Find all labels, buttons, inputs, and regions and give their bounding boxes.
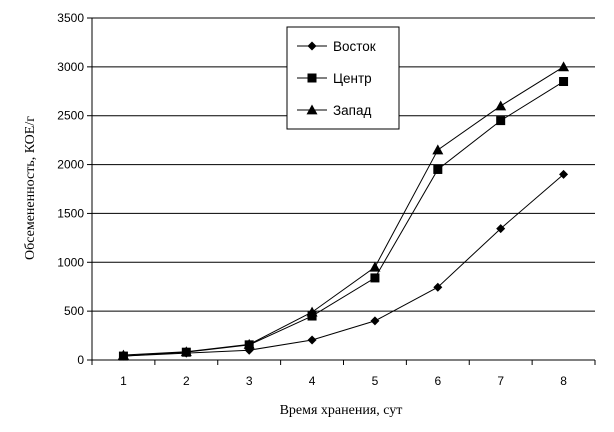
legend-label: Запад — [333, 103, 371, 118]
legend-entry: Восток — [297, 39, 376, 54]
series-line — [123, 66, 564, 356]
x-tick-label: 5 — [372, 374, 379, 388]
data-point — [496, 224, 506, 234]
data-point — [433, 282, 443, 292]
series-diamond — [118, 169, 569, 361]
x-axis-title: Время хранения, сут — [280, 403, 403, 418]
data-point — [306, 306, 318, 317]
legend-marker — [306, 104, 318, 115]
data-point — [243, 338, 255, 349]
data-point — [558, 61, 570, 72]
data-point — [307, 335, 317, 345]
x-tick-label: 7 — [497, 374, 504, 388]
legend-entry: Запад — [297, 103, 371, 118]
legend-marker — [307, 41, 317, 51]
legend-marker — [307, 73, 317, 83]
data-point — [432, 144, 444, 155]
y-tick-label: 2000 — [57, 158, 84, 172]
y-tick-label: 3000 — [57, 60, 84, 74]
data-point — [495, 100, 507, 111]
y-tick-label: 2500 — [57, 109, 84, 123]
series-line — [123, 173, 564, 357]
x-tick-labels: 1 2 3 4 5 6 7 8 — [120, 374, 567, 388]
x-tick-label: 2 — [183, 374, 190, 388]
data-point — [180, 346, 192, 357]
data-point — [559, 169, 569, 179]
x-tick-label: 4 — [309, 374, 316, 388]
y-tick-label: 0 — [77, 353, 84, 367]
axes — [87, 17, 596, 365]
y-tick-label: 1500 — [57, 206, 84, 220]
y-tick-label: 3500 — [57, 11, 84, 25]
x-tick-label: 1 — [120, 374, 127, 388]
data-point — [433, 164, 443, 174]
y-tick-labels: 0 500 1000 1500 2000 2500 3000 3500 — [57, 11, 84, 367]
legend-label: Восток — [333, 39, 376, 54]
data-point — [369, 261, 381, 272]
data-point — [370, 273, 380, 283]
x-tick-label: 6 — [434, 374, 441, 388]
series-group — [117, 61, 570, 361]
x-tick-label: 3 — [246, 374, 253, 388]
legend: Восток Центр Запад — [286, 26, 400, 130]
y-axis-title: Обсемененность, КОЕ/г — [23, 116, 38, 260]
legend-label: Центр — [333, 71, 372, 86]
data-point — [496, 116, 506, 126]
x-tick-label: 8 — [560, 374, 567, 388]
data-point — [117, 349, 129, 360]
data-point — [370, 316, 380, 326]
y-tick-label: 500 — [64, 304, 84, 318]
y-tick-label: 1000 — [57, 255, 84, 269]
legend-entry: Центр — [297, 71, 372, 86]
series-triangle — [117, 61, 570, 360]
data-point — [559, 77, 569, 87]
